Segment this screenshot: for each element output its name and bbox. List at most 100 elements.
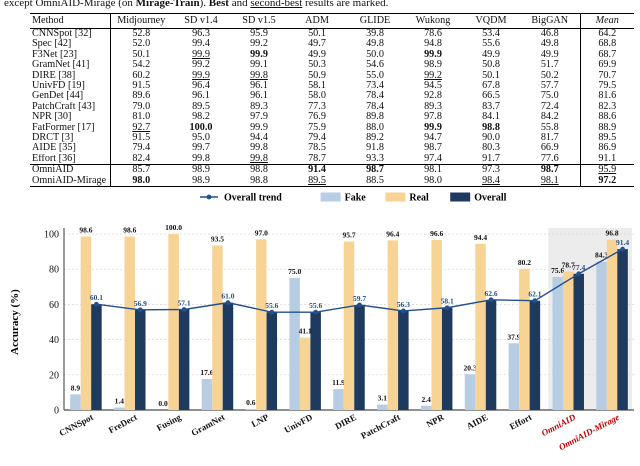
data-label-real: 94.4 <box>474 233 487 242</box>
table-row: OmniAID-Mirage 98.0 98.9 98.8 89.5 88.5 98.0 98… <box>30 175 634 187</box>
table-cell: 99.8 <box>192 153 210 164</box>
table-cell: 78.4 <box>366 101 384 112</box>
data-label-fake: 75.6 <box>551 266 564 275</box>
data-label-fake: 11.9 <box>332 378 345 387</box>
bar-overall <box>91 304 102 410</box>
table-cell: 98.4 <box>482 175 500 186</box>
table-cell: 82.4 <box>132 153 151 164</box>
bar-real <box>80 236 92 410</box>
table-cell: 97.2 <box>579 175 634 187</box>
data-label-real: 100.0 <box>165 223 182 232</box>
trend-point <box>137 307 143 313</box>
table-cell: 78.6 <box>424 28 442 39</box>
table-row: OmniAID 85.7 98.9 98.8 91.4 98.7 98.1 97.3 98.7 9… <box>30 164 634 176</box>
trend-point <box>400 308 406 314</box>
method-name: DIRE [38] <box>30 70 111 82</box>
table-row: DIRE [38] 60.2 99.9 99.8 50.9 55.0 99.2 50.1 50.… <box>30 70 634 82</box>
method-name: DRCT [3] <box>30 133 111 144</box>
table-cell: 70.7 <box>579 70 634 82</box>
table-cell: 88.5 <box>366 175 384 186</box>
table-cell: 78.4 <box>366 91 384 102</box>
table-cell: 98.8 <box>250 164 268 176</box>
method-name: FatFormer [17] <box>30 122 111 134</box>
bar-real <box>387 240 399 410</box>
table-cell: 98.7 <box>366 164 384 176</box>
table-cell: 79.5 <box>579 81 634 92</box>
table-cell: 96.3 <box>192 28 210 39</box>
bar-fake <box>464 374 476 410</box>
trend-point <box>269 309 275 315</box>
table-cell: 100.0 <box>189 122 213 133</box>
data-label-overall: 57.1 <box>178 299 191 308</box>
table-cell: 99.2 <box>192 60 210 71</box>
bar-fake <box>596 261 607 410</box>
table-cell: 98.1 <box>540 175 559 186</box>
bar-real <box>519 268 530 410</box>
table-cell: 84.1 <box>482 112 500 123</box>
table-cell: 50.1 <box>308 28 326 39</box>
table-cell: 96.4 <box>192 81 210 92</box>
trend-point <box>488 297 494 303</box>
data-label-overall: 62.6 <box>484 289 497 298</box>
x-tick-label: GramNet <box>189 412 226 438</box>
bar-overall <box>617 249 628 410</box>
method-name: Effort [36] <box>30 153 111 165</box>
legend-label: Overall trend <box>224 193 282 204</box>
bar-overall <box>573 273 584 410</box>
table-cell: 94.5 <box>424 81 442 92</box>
table-cell: 72.4 <box>540 101 559 112</box>
y-axis-label: Accuracy (%) <box>9 289 21 355</box>
table-cell: 55.0 <box>366 70 384 81</box>
method-name: GramNet [41] <box>30 60 111 71</box>
data-label-overall: 58.1 <box>441 297 454 306</box>
table-cell: 88.0 <box>366 122 384 133</box>
column-header: VQDM <box>475 15 507 26</box>
column-header: Midjourney <box>117 15 166 26</box>
table-cell: 99.4 <box>192 39 210 50</box>
table-cell: 92.7 <box>132 122 151 133</box>
trend-point <box>94 301 99 307</box>
x-tick-label: FreDect <box>107 412 139 435</box>
data-label-fake: 0.0 <box>158 399 168 408</box>
table-cell: 89.3 <box>424 101 442 112</box>
data-label-real: 95.7 <box>342 231 355 240</box>
table-cell: 91.8 <box>366 143 384 154</box>
table-row: Effort [36] 82.4 99.8 99.8 78.7 93.3 97.4 91.7 7… <box>30 153 634 165</box>
table-cell: 54.2 <box>132 60 151 71</box>
bar-overall <box>310 312 321 410</box>
bar-fake <box>201 379 213 410</box>
table-cell: 75.9 <box>308 122 326 133</box>
column-header: Method <box>30 13 111 29</box>
table-cell: 92.8 <box>424 91 442 102</box>
column-header: Mean <box>579 13 634 29</box>
data-label-overall: 56.3 <box>397 300 410 309</box>
table-cell: 95.9 <box>250 28 268 39</box>
table-cell: 90.0 <box>482 133 500 144</box>
legend-swatch <box>320 192 341 202</box>
table-row: CNNSpot [32] 52.8 96.3 95.9 50.1 39.8 78.6 53.4… <box>30 28 634 40</box>
bar-real <box>606 239 618 410</box>
data-label-real: 97.0 <box>255 228 268 237</box>
table-cell: 68.7 <box>579 49 634 61</box>
bar-real <box>124 236 136 410</box>
trend-point <box>620 246 625 252</box>
table-row: FatFormer [17] 92.7 100.0 99.9 75.9 88.0 99.9 9… <box>30 122 634 134</box>
method-name: OmniAID <box>30 164 111 176</box>
bar-real <box>431 239 442 410</box>
table-cell: 97.4 <box>424 153 442 164</box>
table-cell: 57.7 <box>540 81 559 92</box>
y-tick-label: 0 <box>54 406 59 417</box>
table-cell: 52.8 <box>132 28 151 39</box>
method-name: PatchCraft [43] <box>30 101 111 113</box>
table-cell: 96.1 <box>192 91 210 102</box>
bar-real <box>299 337 311 410</box>
table-header-row: Method Midjourney SD v1.4 SD v1.5 ADM GLIDE Wu… <box>30 13 634 29</box>
data-label-overall: 77.4 <box>572 263 585 272</box>
bar-fake <box>333 389 344 410</box>
data-label-fake: 37.9 <box>507 332 520 341</box>
data-label-real: 93.5 <box>211 234 224 243</box>
data-label-overall: 61.0 <box>221 292 234 301</box>
table-cell: 50.8 <box>482 60 500 71</box>
table-cell: 98.8 <box>250 175 268 186</box>
table-cell: 52.0 <box>132 39 151 50</box>
